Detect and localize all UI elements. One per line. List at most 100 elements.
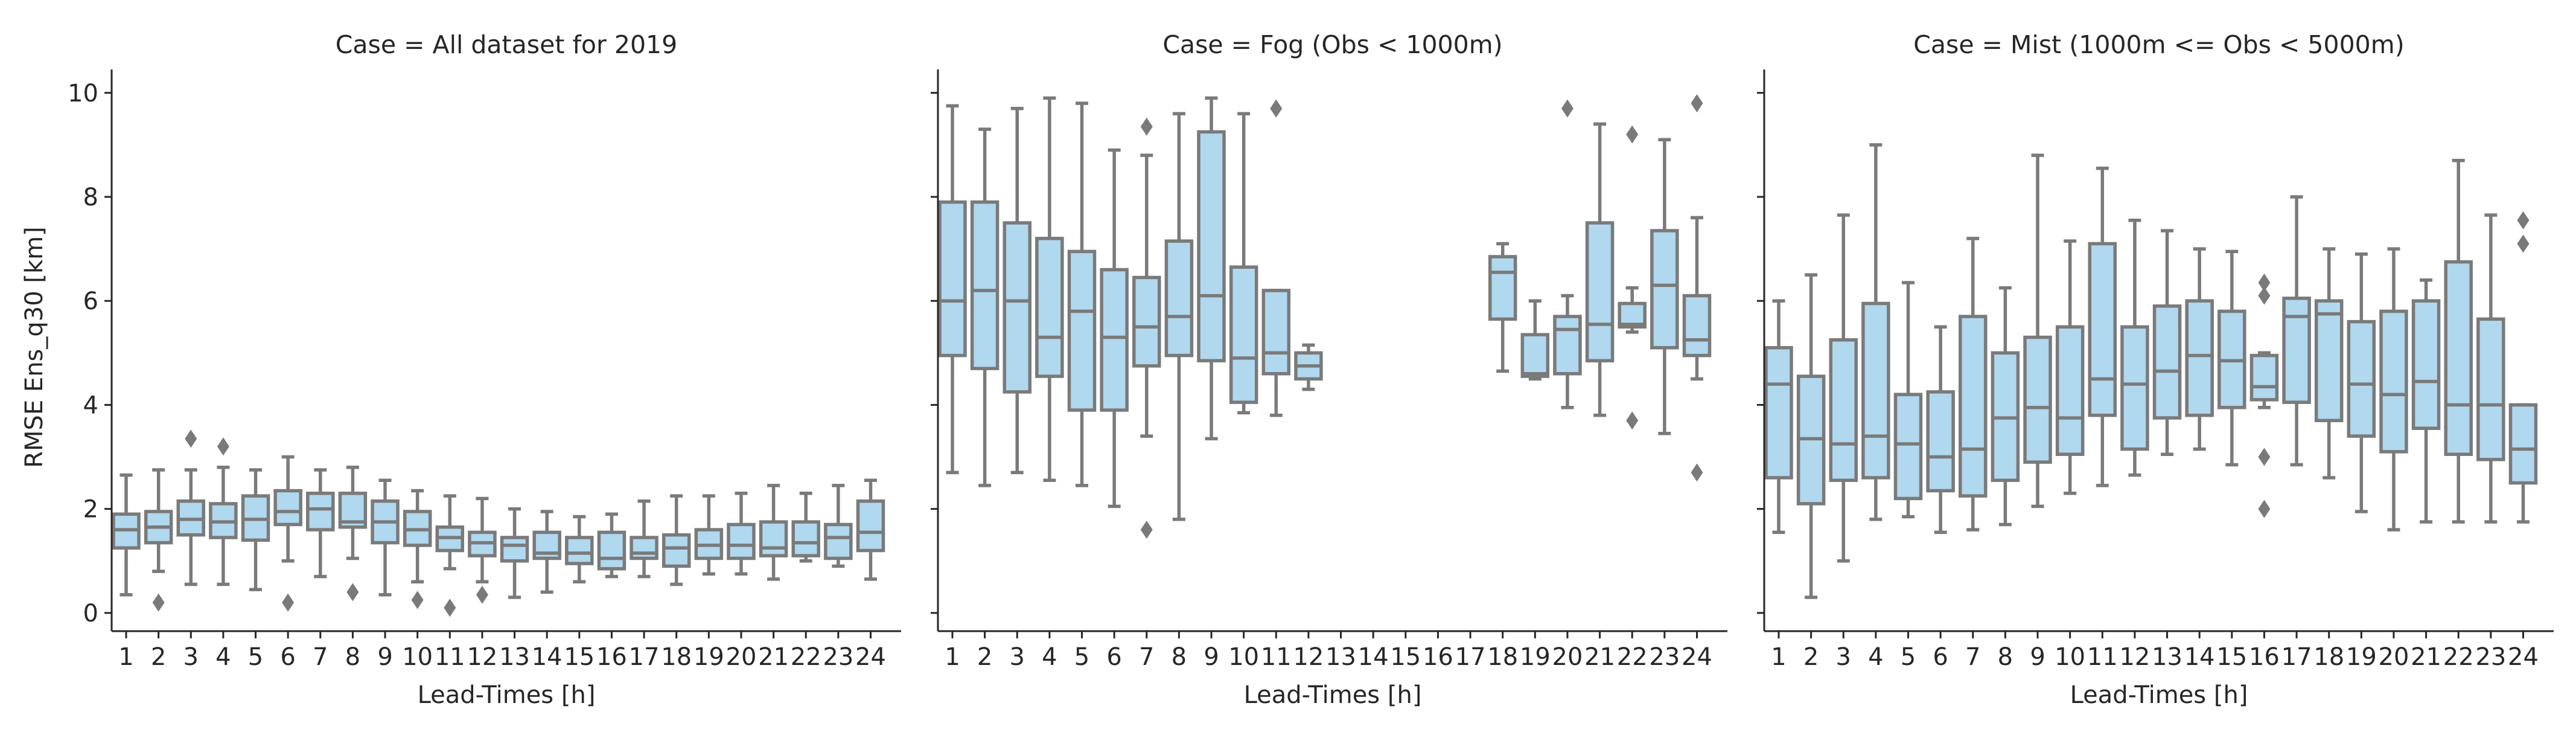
x-tick-label: 21 [2411, 643, 2441, 671]
iqr-box [2055, 325, 2085, 456]
y-tick-label: 4 [83, 391, 98, 419]
x-ticks-mist: 1 2 3 4 5 6 7 8 9 10 11 12 13 14 15 16 17 18 19 20 21 22 23 24 [1771, 631, 2539, 671]
box-lead-19 [694, 494, 724, 576]
x-tick-label: 4 [1868, 643, 1883, 671]
iqr-box [1003, 221, 1032, 394]
iqr-box [1861, 301, 1890, 480]
x-tick-label: 13 [2152, 643, 2182, 671]
outlier-point [185, 429, 197, 448]
y-tick-label: 0 [83, 600, 98, 628]
outlier-point [1626, 125, 1639, 144]
iqr-box [2411, 299, 2441, 430]
box-lead-12 [1294, 343, 1323, 391]
box-lead-2 [1796, 273, 1826, 599]
x-tick-label: 15 [1390, 643, 1421, 671]
x-tick-label: 6 [1933, 643, 1948, 671]
x-tick-label: 4 [1042, 643, 1057, 671]
x-ticks-all-dataset: 1 2 3 4 5 6 7 8 9 10 11 12 13 14 15 16 17 18 19 20 21 22 23 24 [118, 631, 886, 671]
y-tick-label: 2 [83, 496, 98, 524]
outlier-point [1691, 463, 1703, 482]
box-lead-17 [2282, 195, 2311, 467]
x-tick-label: 18 [1487, 643, 1518, 671]
iqr-box [1764, 345, 1793, 480]
iqr-box [791, 520, 820, 557]
box-lead-16 [2249, 274, 2279, 518]
iqr-box [630, 536, 658, 560]
x-tick-label: 17 [629, 643, 660, 671]
box-lead-18 [662, 494, 691, 586]
iqr-box [1067, 249, 1097, 412]
box-lead-18 [1488, 242, 1517, 373]
box-lead-1 [1764, 299, 1793, 535]
iqr-box [2152, 304, 2182, 420]
y-tick-label: 8 [83, 184, 98, 211]
x-tick-label: 11 [1261, 643, 1292, 671]
iqr-box [2314, 299, 2344, 423]
x-tick-label: 3 [1010, 643, 1025, 671]
box-lead-6 [1100, 148, 1129, 509]
y-axis-label: RMSE Ens_q30 [km] [21, 226, 48, 468]
iqr-box [1520, 333, 1550, 378]
box-lead-20 [1553, 99, 1582, 409]
x-tick-label: 23 [2475, 643, 2506, 671]
box-lead-10 [2055, 239, 2085, 495]
box-lead-11 [1261, 99, 1291, 417]
box-lead-8 [338, 466, 368, 602]
x-tick-label: 9 [377, 643, 392, 671]
x-axis-label-all-dataset: Lead-Times [h] [418, 681, 596, 709]
box-lead-23 [2476, 213, 2505, 524]
box-lead-2 [144, 468, 173, 612]
box-lead-11 [435, 494, 465, 617]
x-tick-label: 14 [2184, 643, 2215, 671]
box-lead-16 [597, 512, 626, 579]
x-tick-label: 22 [791, 643, 821, 671]
box-lead-19 [1520, 299, 1550, 381]
outlier-point [2258, 499, 2271, 518]
box-lead-21 [759, 484, 788, 581]
box-lead-22 [791, 492, 820, 563]
x-tick-label: 15 [2216, 643, 2247, 671]
box-lead-10 [1229, 112, 1258, 415]
outlier-point [1140, 117, 1153, 136]
y-ticks-all-dataset: 0 2 4 6 8 10 [68, 80, 112, 628]
x-tick-label: 15 [564, 643, 595, 671]
x-tick-label: 20 [726, 643, 757, 671]
x-tick-label: 23 [1649, 643, 1680, 671]
x-tick-label: 8 [1172, 643, 1187, 671]
box-lead-24 [856, 478, 885, 581]
box-lead-5 [1067, 101, 1097, 487]
x-tick-label: 17 [2281, 643, 2312, 671]
x-tick-label: 14 [532, 643, 563, 671]
box-lead-18 [2314, 247, 2344, 480]
outlier-point [2258, 274, 2271, 292]
iqr-box [2185, 299, 2214, 417]
x-tick-label: 16 [2249, 643, 2280, 671]
x-tick-label: 12 [1293, 643, 1324, 671]
box-lead-12 [2120, 218, 2149, 477]
panel-fog: Case = Fog (Obs < 1000m) 1 2 3 4 5 6 7 8 9 10 11 12… [931, 30, 1727, 709]
outlier-point [2258, 286, 2271, 305]
outlier-point [2517, 234, 2530, 253]
x-tick-label: 14 [1358, 643, 1389, 671]
panel-title-all-dataset: Case = All dataset for 2019 [336, 30, 677, 59]
x-tick-label: 24 [2508, 643, 2539, 671]
box-lead-21 [1585, 122, 1615, 417]
iqr-box [856, 499, 885, 553]
iqr-box [2476, 317, 2505, 461]
iqr-box [1035, 237, 1064, 378]
box-lead-24 [2508, 211, 2538, 524]
outlier-point [411, 591, 424, 609]
iqr-box [2088, 242, 2117, 417]
panel-title-fog: Case = Fog (Obs < 1000m) [1162, 30, 1502, 59]
x-tick-label: 17 [1455, 643, 1486, 671]
box-lead-22 [2444, 158, 2473, 524]
iqr-box [824, 522, 853, 560]
boxes-fog [938, 94, 1712, 539]
x-axis-label-fog: Lead-Times [h] [1244, 681, 1422, 709]
outlier-point [152, 593, 165, 612]
x-tick-label: 19 [1520, 643, 1551, 671]
box-lead-10 [403, 489, 432, 609]
x-tick-label: 11 [435, 643, 465, 671]
